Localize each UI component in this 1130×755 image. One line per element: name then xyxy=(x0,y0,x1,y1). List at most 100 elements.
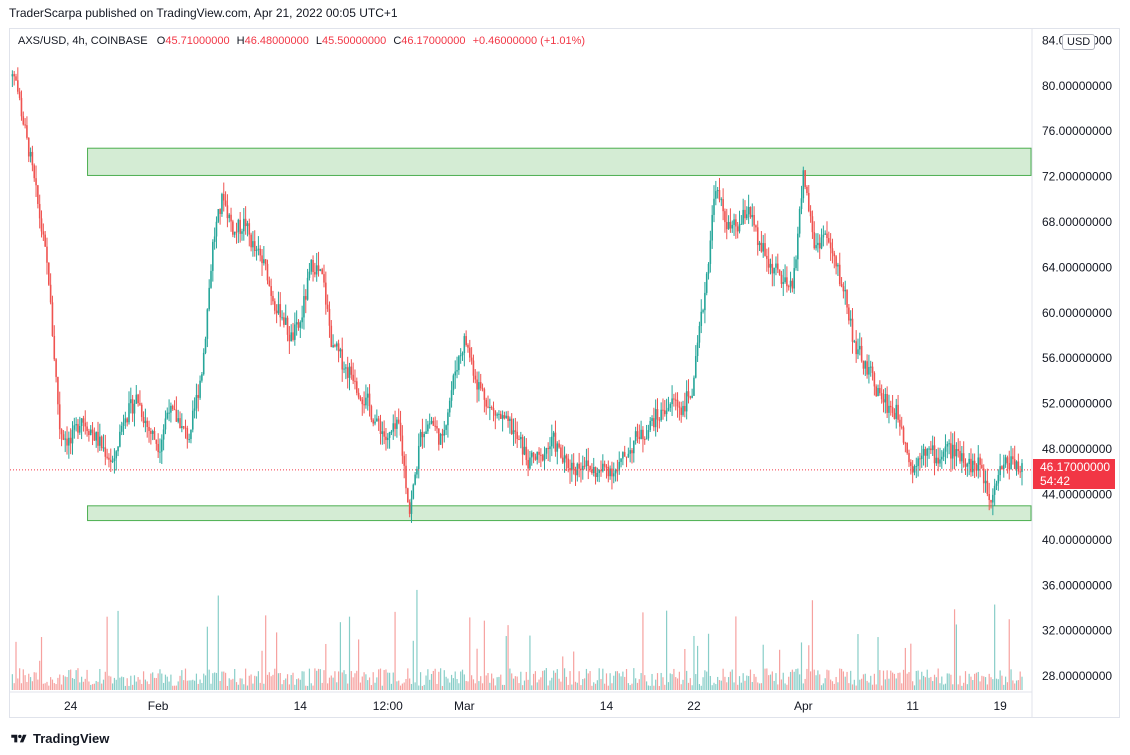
volume-bar xyxy=(183,680,185,690)
candle-body xyxy=(335,343,338,347)
candle-body xyxy=(689,396,692,398)
candle-body xyxy=(928,448,930,450)
candle-body xyxy=(89,429,92,436)
candle-body xyxy=(840,284,843,287)
candle-body xyxy=(622,452,624,459)
candle-body xyxy=(13,74,15,77)
volume-bar xyxy=(487,672,489,690)
volume-bar xyxy=(877,637,879,690)
volume-bar xyxy=(152,672,154,690)
volume-bar xyxy=(888,678,890,690)
candle-body xyxy=(388,432,391,438)
candle-body xyxy=(49,284,52,303)
candle-body xyxy=(294,324,296,340)
volume-bar xyxy=(611,683,613,690)
candle-body xyxy=(222,194,225,201)
candle-body xyxy=(844,289,847,292)
volume-bar xyxy=(509,668,511,690)
candle-body xyxy=(751,215,754,218)
volume-bar xyxy=(516,676,518,690)
volume-bar xyxy=(139,679,141,690)
candle-body xyxy=(315,265,318,275)
volume-bar xyxy=(476,648,478,690)
volume-bar xyxy=(859,679,861,690)
candle-body xyxy=(182,426,185,428)
candle-body xyxy=(549,446,551,449)
volume-bar xyxy=(396,681,398,690)
last-price-tag: 46.17000000 54:42 xyxy=(1033,459,1115,489)
volume-bar xyxy=(317,668,320,690)
candle-body xyxy=(383,431,385,437)
volume-bar xyxy=(764,668,766,690)
candle-body xyxy=(197,395,200,398)
candle-body xyxy=(416,468,418,475)
volume-bar xyxy=(1021,676,1023,690)
volume-bar xyxy=(1006,682,1009,690)
candle-body xyxy=(350,366,353,375)
volume-bar xyxy=(368,677,371,690)
currency-button[interactable]: USD xyxy=(1062,34,1096,50)
candle-body xyxy=(312,259,314,272)
candle-body xyxy=(592,467,595,474)
candle-body xyxy=(611,468,613,477)
legend-open: 45.71000000 xyxy=(165,35,230,47)
candle-body xyxy=(802,170,805,199)
candle-body xyxy=(392,423,395,432)
volume-bar xyxy=(223,671,225,690)
volume-bar xyxy=(503,684,506,690)
volume-bar xyxy=(153,677,156,690)
candle-body xyxy=(64,438,67,440)
candle-body xyxy=(886,393,888,413)
volume-bar xyxy=(101,683,103,690)
candle-body xyxy=(250,234,252,248)
volume-bar xyxy=(1010,669,1012,690)
candle-body xyxy=(239,219,241,234)
volume-bar xyxy=(341,672,343,690)
volume-bar xyxy=(897,672,899,690)
candle-body xyxy=(97,431,99,446)
candle-body xyxy=(642,429,644,440)
volume-bar xyxy=(53,683,55,690)
candle-body xyxy=(410,498,413,514)
volume-bar xyxy=(59,674,61,690)
volume-bar xyxy=(214,672,216,690)
volume-bar xyxy=(961,685,963,690)
candle-body xyxy=(941,456,943,460)
candle-body xyxy=(758,242,761,246)
volume-bar xyxy=(359,682,362,690)
candle-body xyxy=(359,397,362,400)
candle-body xyxy=(210,270,212,288)
volume-bar xyxy=(766,668,768,690)
legend-low-label: L xyxy=(315,35,323,47)
candle-body xyxy=(862,360,865,369)
volume-bar xyxy=(172,685,174,690)
volume-bar xyxy=(119,677,121,690)
volume-bar xyxy=(782,672,784,690)
footer-brand[interactable]: TradingView xyxy=(10,731,109,746)
volume-bar xyxy=(744,680,746,690)
candle-body xyxy=(864,361,867,369)
volume-bar xyxy=(230,679,232,690)
volume-bar xyxy=(746,675,748,690)
volume-bar xyxy=(303,671,305,690)
volume-bar xyxy=(390,683,393,690)
candle-body xyxy=(261,255,263,264)
volume-bar xyxy=(436,683,438,690)
candle-body xyxy=(122,422,125,426)
candle-body xyxy=(46,246,48,263)
candle-body xyxy=(306,277,309,300)
volume-bar xyxy=(700,685,702,690)
candle-body xyxy=(60,429,63,435)
volume-bar xyxy=(327,683,329,690)
candle-body xyxy=(37,185,39,204)
volume-bar xyxy=(622,671,624,690)
volume-bar xyxy=(115,679,117,690)
volume-bar xyxy=(647,685,649,690)
candle-body xyxy=(228,214,231,219)
volume-bar xyxy=(122,677,125,690)
volume-bar xyxy=(992,679,994,690)
volume-bar xyxy=(820,685,823,690)
volume-bar xyxy=(117,610,119,690)
volume-bar xyxy=(629,685,631,690)
